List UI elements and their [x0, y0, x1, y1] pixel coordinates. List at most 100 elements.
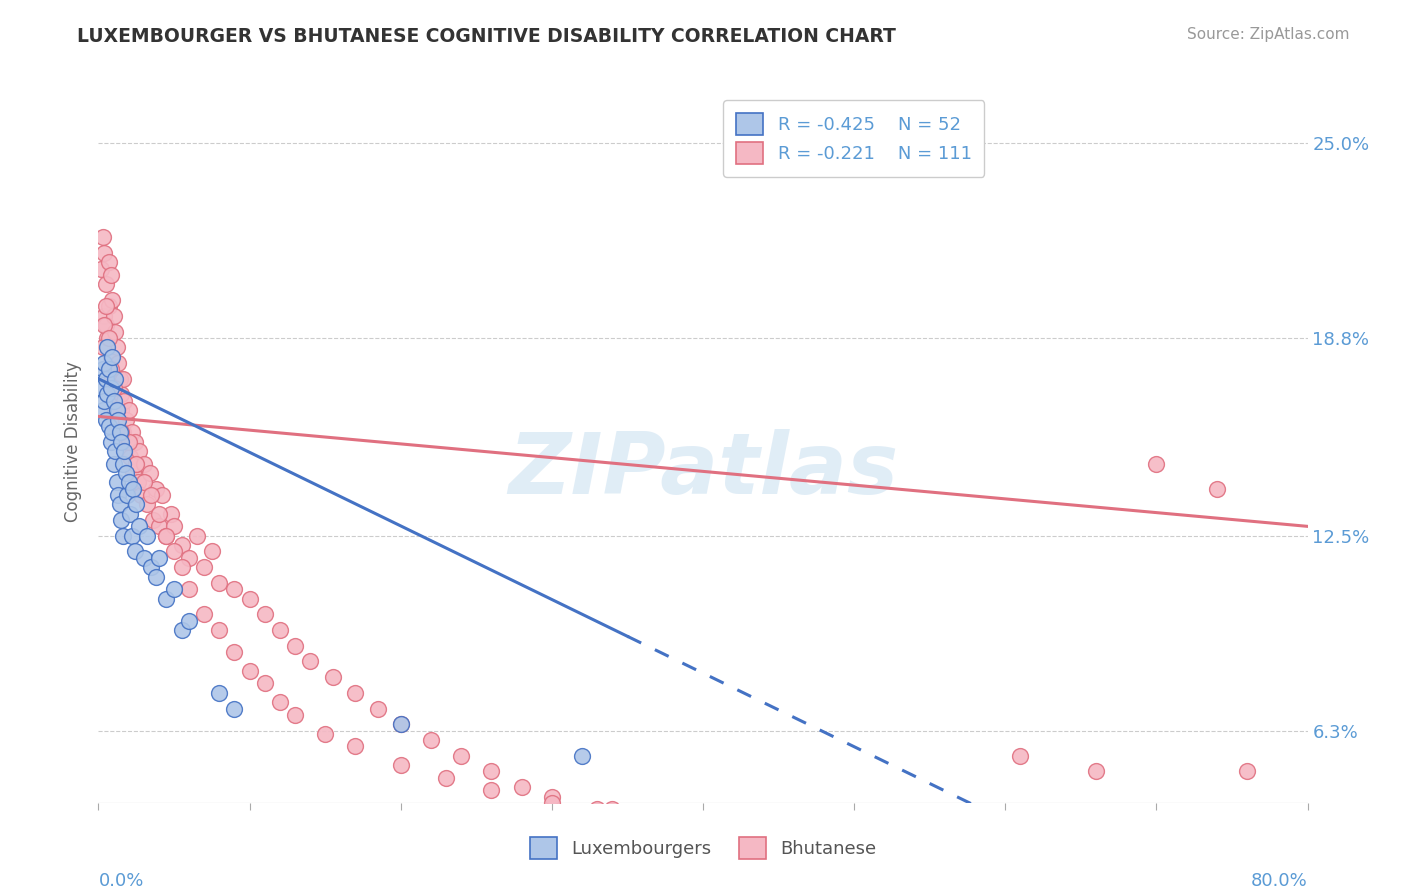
- Point: [434, 771, 457, 785]
- Point: [91, 403, 114, 417]
- Point: [101, 372, 124, 386]
- Point: [127, 475, 149, 490]
- Point: [110, 513, 132, 527]
- Point: [253, 607, 276, 622]
- Point: [571, 748, 593, 763]
- Point: [112, 444, 135, 458]
- Point: [103, 457, 125, 471]
- Point: [284, 639, 307, 653]
- Point: [104, 372, 127, 386]
- Point: [122, 482, 145, 496]
- Point: [132, 457, 155, 471]
- Point: [105, 403, 128, 417]
- Point: [450, 748, 472, 763]
- Point: [103, 381, 125, 395]
- Point: [129, 488, 152, 502]
- Point: [98, 255, 121, 269]
- Point: [155, 529, 177, 543]
- Point: [111, 372, 134, 386]
- Point: [105, 418, 128, 433]
- Point: [934, 839, 956, 854]
- Point: [1236, 764, 1258, 779]
- Text: ZIPatlas: ZIPatlas: [508, 429, 898, 512]
- Point: [142, 513, 165, 527]
- Point: [201, 544, 224, 558]
- Point: [100, 350, 122, 364]
- Point: [107, 412, 129, 426]
- Point: [124, 434, 146, 449]
- Point: [115, 434, 138, 449]
- Point: [389, 758, 412, 772]
- Point: [100, 434, 122, 449]
- Point: [135, 497, 157, 511]
- Point: [98, 418, 121, 433]
- Point: [269, 695, 291, 709]
- Point: [602, 802, 624, 816]
- Point: [100, 362, 122, 376]
- Point: [90, 261, 112, 276]
- Point: [103, 387, 125, 401]
- Point: [148, 519, 170, 533]
- Point: [723, 821, 745, 835]
- Point: [118, 434, 141, 449]
- Point: [110, 425, 132, 439]
- Point: [128, 519, 150, 533]
- Point: [110, 434, 132, 449]
- Point: [132, 475, 155, 490]
- Point: [108, 425, 131, 439]
- Point: [224, 582, 246, 597]
- Point: [139, 466, 162, 480]
- Point: [135, 529, 157, 543]
- Point: [108, 497, 131, 511]
- Point: [344, 686, 367, 700]
- Point: [100, 268, 122, 282]
- Point: [115, 488, 138, 502]
- Point: [540, 796, 562, 810]
- Text: 0.0%: 0.0%: [98, 871, 143, 890]
- Point: [367, 701, 389, 715]
- Point: [1085, 764, 1108, 779]
- Point: [481, 764, 503, 779]
- Point: [208, 575, 231, 590]
- Point: [98, 331, 121, 345]
- Point: [94, 372, 117, 386]
- Point: [208, 623, 231, 637]
- Point: [122, 466, 145, 480]
- Point: [132, 550, 155, 565]
- Point: [124, 544, 146, 558]
- Point: [170, 538, 193, 552]
- Point: [105, 340, 128, 354]
- Point: [170, 560, 193, 574]
- Point: [510, 780, 533, 794]
- Point: [96, 340, 118, 354]
- Text: 80.0%: 80.0%: [1251, 871, 1308, 890]
- Point: [284, 707, 307, 722]
- Point: [420, 733, 443, 747]
- Point: [90, 381, 112, 395]
- Point: [224, 645, 246, 659]
- Point: [586, 802, 609, 816]
- Point: [253, 676, 276, 690]
- Text: Source: ZipAtlas.com: Source: ZipAtlas.com: [1187, 27, 1350, 42]
- Point: [93, 309, 115, 323]
- Point: [101, 425, 124, 439]
- Point: [141, 560, 163, 574]
- Point: [121, 529, 143, 543]
- Point: [112, 393, 135, 408]
- Point: [107, 488, 129, 502]
- Point: [93, 356, 115, 370]
- Point: [239, 664, 262, 678]
- Point: [94, 412, 117, 426]
- Point: [98, 362, 121, 376]
- Point: [150, 488, 173, 502]
- Point: [120, 450, 142, 465]
- Point: [110, 403, 132, 417]
- Point: [101, 350, 124, 364]
- Legend: Luxembourgers, Bhutanese: Luxembourgers, Bhutanese: [523, 830, 883, 866]
- Point: [128, 444, 150, 458]
- Point: [101, 293, 124, 308]
- Point: [103, 393, 125, 408]
- Text: LUXEMBOURGER VS BHUTANESE COGNITIVE DISABILITY CORRELATION CHART: LUXEMBOURGER VS BHUTANESE COGNITIVE DISA…: [77, 27, 896, 45]
- Point: [179, 582, 201, 597]
- Point: [193, 560, 215, 574]
